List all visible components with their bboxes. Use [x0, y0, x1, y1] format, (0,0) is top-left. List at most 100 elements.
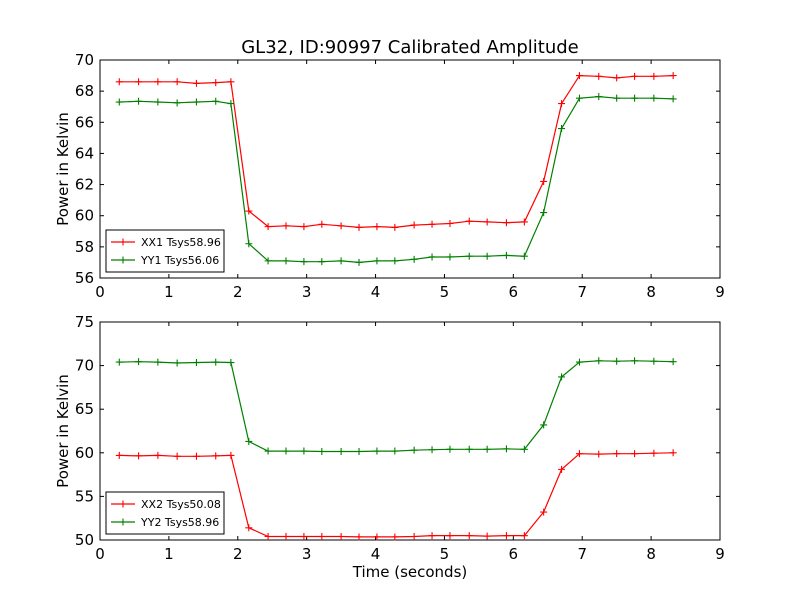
data-point [446, 445, 454, 453]
data-point [540, 209, 548, 217]
data-point [631, 357, 639, 365]
y-tick-label: 68 [75, 82, 94, 100]
y-tick-label: 65 [75, 400, 94, 418]
x-tick-label: 7 [577, 545, 587, 563]
x-tick-label: 8 [646, 283, 656, 301]
data-point [650, 72, 658, 80]
data-point [212, 452, 220, 460]
data-point [428, 446, 436, 454]
legend-marker [119, 238, 127, 246]
data-point [337, 257, 345, 265]
data-point [595, 357, 603, 365]
data-point [318, 533, 326, 541]
data-point [355, 447, 363, 455]
data-point [264, 257, 272, 265]
data-point [669, 449, 677, 457]
data-point [212, 79, 220, 87]
data-point [669, 358, 677, 366]
x-tick-label: 8 [646, 545, 656, 563]
data-point [391, 223, 399, 231]
y-tick-label: 75 [75, 313, 94, 331]
data-point [483, 532, 491, 540]
plot-frame [99, 321, 721, 541]
x-tick-label: 4 [371, 545, 381, 563]
data-point [520, 252, 528, 260]
data-point [318, 258, 326, 266]
data-point [355, 533, 363, 541]
data-point [595, 93, 603, 101]
y-tick-label: 50 [75, 531, 94, 549]
x-tick-label: 7 [577, 283, 587, 301]
data-point [631, 450, 639, 458]
data-point [410, 255, 418, 263]
data-point [373, 257, 381, 265]
y-axis-label: Power in Kelvin [54, 374, 72, 488]
data-point [373, 447, 381, 455]
x-tick-label: 4 [371, 283, 381, 301]
data-point [300, 533, 308, 541]
data-point [391, 447, 399, 455]
data-point [245, 240, 253, 248]
data-point [410, 533, 418, 541]
data-point [540, 421, 548, 429]
data-point [282, 257, 290, 265]
data-point [337, 533, 345, 541]
legend-box [105, 491, 225, 535]
data-point [631, 94, 639, 102]
y-tick-label: 70 [75, 357, 94, 375]
data-point [428, 532, 436, 540]
series-2 [115, 357, 677, 455]
data-point [558, 100, 566, 108]
x-tick-label: 9 [715, 545, 725, 563]
legend: XX1 Tsys58.96 YY1 Tsys56.06 [105, 229, 225, 273]
data-point [558, 125, 566, 133]
x-tick-label: 1 [164, 545, 174, 563]
legend-marker [119, 256, 127, 264]
data-point [154, 358, 162, 366]
data-point [135, 452, 143, 460]
data-point [192, 98, 200, 106]
data-point [264, 223, 272, 231]
data-point [115, 98, 123, 106]
data-point [595, 450, 603, 458]
data-point [520, 445, 528, 453]
data-point [300, 223, 308, 231]
data-point [558, 373, 566, 381]
legend-label: YY1 Tsys56.06 [140, 254, 219, 267]
legend-box [105, 229, 225, 273]
y-tick-label: 64 [75, 144, 94, 162]
data-point [483, 218, 491, 226]
data-point [212, 97, 220, 105]
data-point [631, 72, 639, 80]
figure-title: GL32, ID:90997 Calibrated Amplitude [241, 37, 579, 58]
data-point [300, 447, 308, 455]
data-point [483, 445, 491, 453]
data-point [135, 358, 143, 366]
data-point [300, 258, 308, 266]
data-point [355, 223, 363, 231]
data-point [575, 94, 583, 102]
data-point [520, 218, 528, 226]
data-point [154, 98, 162, 106]
data-point [391, 533, 399, 541]
data-point [650, 94, 658, 102]
data-point [465, 217, 473, 225]
data-point [558, 465, 566, 473]
data-point [613, 357, 621, 365]
data-point [669, 95, 677, 103]
data-point [465, 445, 473, 453]
data-point [540, 508, 548, 516]
plot-frame [99, 59, 721, 279]
x-tick-label: 5 [440, 545, 450, 563]
x-tick-label: 6 [509, 545, 519, 563]
data-point [650, 357, 658, 365]
data-point [410, 446, 418, 454]
data-point [428, 253, 436, 261]
data-point [575, 358, 583, 366]
legend-marker [119, 518, 127, 526]
y-tick-label: 58 [75, 238, 94, 256]
data-point [227, 100, 235, 108]
y-tick-label: 62 [75, 176, 94, 194]
series-line [119, 360, 674, 453]
